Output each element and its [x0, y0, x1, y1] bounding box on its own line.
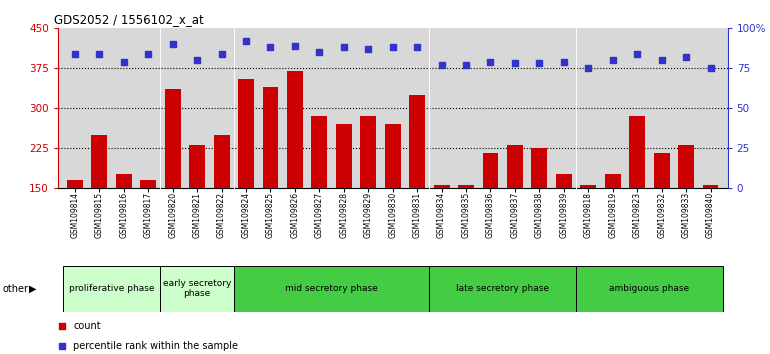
Bar [287, 71, 303, 267]
Text: mid secretory phase: mid secretory phase [285, 284, 378, 293]
Bar [336, 124, 352, 267]
Point [239, 38, 252, 44]
Text: GSM109831: GSM109831 [413, 192, 422, 238]
Bar [311, 116, 327, 267]
Text: GSM109836: GSM109836 [486, 192, 495, 238]
Point [607, 57, 619, 63]
Text: percentile rank within the sample: percentile rank within the sample [73, 341, 238, 350]
Point [436, 62, 448, 68]
Text: GSM109840: GSM109840 [706, 192, 715, 238]
Bar [483, 153, 498, 267]
Point [362, 46, 374, 52]
Point [557, 59, 570, 65]
Text: other: other [2, 284, 28, 293]
Bar [581, 185, 596, 267]
Text: GSM109815: GSM109815 [95, 192, 104, 238]
Bar [702, 185, 718, 267]
Bar [160, 266, 234, 312]
Text: GSM109825: GSM109825 [266, 192, 275, 238]
Bar [556, 175, 572, 267]
Text: GSM109823: GSM109823 [633, 192, 641, 238]
Point [93, 51, 105, 57]
Bar [678, 145, 694, 267]
Text: GSM109829: GSM109829 [363, 192, 373, 238]
Point [313, 50, 326, 55]
Text: GSM109814: GSM109814 [70, 192, 79, 238]
Bar [360, 116, 377, 267]
Bar [654, 153, 670, 267]
Text: GSM109834: GSM109834 [437, 192, 446, 238]
Bar [67, 180, 83, 267]
Bar [531, 148, 547, 267]
Bar [430, 266, 576, 312]
Text: GSM109816: GSM109816 [119, 192, 129, 238]
Text: GDS2052 / 1556102_x_at: GDS2052 / 1556102_x_at [55, 13, 204, 26]
Text: GSM109832: GSM109832 [657, 192, 666, 238]
Point [55, 343, 68, 348]
Text: late secretory phase: late secretory phase [456, 284, 549, 293]
Point [55, 324, 68, 329]
Bar [116, 175, 132, 267]
Bar [62, 266, 160, 312]
Bar [189, 145, 205, 267]
Bar [165, 89, 181, 267]
Text: GSM109838: GSM109838 [535, 192, 544, 238]
Point [680, 54, 692, 60]
Point [118, 59, 130, 65]
Bar [385, 124, 400, 267]
Point [655, 57, 668, 63]
Point [631, 51, 644, 57]
Point [460, 62, 472, 68]
Point [289, 43, 301, 49]
Point [69, 51, 81, 57]
Bar [92, 135, 107, 267]
Text: GSM109839: GSM109839 [559, 192, 568, 238]
Point [387, 45, 399, 50]
Point [509, 61, 521, 66]
Text: GSM109827: GSM109827 [315, 192, 324, 238]
Text: GSM109830: GSM109830 [388, 192, 397, 238]
Text: GSM109821: GSM109821 [192, 192, 202, 238]
Text: proliferative phase: proliferative phase [69, 284, 154, 293]
Point [582, 65, 594, 71]
Text: ambiguous phase: ambiguous phase [609, 284, 689, 293]
Text: GSM109826: GSM109826 [290, 192, 300, 238]
Point [191, 57, 203, 63]
Text: early secretory
phase: early secretory phase [163, 279, 231, 298]
Point [216, 51, 228, 57]
Bar [409, 95, 425, 267]
Bar [234, 266, 430, 312]
Point [705, 65, 717, 71]
Bar [458, 185, 474, 267]
Bar [213, 135, 229, 267]
Text: ▶: ▶ [29, 284, 37, 293]
Bar [576, 266, 723, 312]
Bar [263, 87, 279, 267]
Bar [140, 180, 156, 267]
Text: GSM109824: GSM109824 [242, 192, 250, 238]
Bar [434, 185, 450, 267]
Point [337, 45, 350, 50]
Bar [604, 175, 621, 267]
Text: GSM109822: GSM109822 [217, 192, 226, 238]
Point [411, 45, 424, 50]
Text: GSM109820: GSM109820 [168, 192, 177, 238]
Text: count: count [73, 321, 101, 331]
Point [142, 51, 154, 57]
Bar [629, 116, 645, 267]
Text: GSM109818: GSM109818 [584, 192, 593, 238]
Bar [507, 145, 523, 267]
Text: GSM109817: GSM109817 [144, 192, 152, 238]
Point [264, 45, 276, 50]
Bar [238, 79, 254, 267]
Text: GSM109835: GSM109835 [461, 192, 470, 238]
Point [534, 61, 546, 66]
Text: GSM109837: GSM109837 [511, 192, 520, 238]
Text: GSM109828: GSM109828 [340, 192, 348, 238]
Point [166, 41, 179, 47]
Text: GSM109833: GSM109833 [681, 192, 691, 238]
Point [484, 59, 497, 65]
Text: GSM109819: GSM109819 [608, 192, 618, 238]
